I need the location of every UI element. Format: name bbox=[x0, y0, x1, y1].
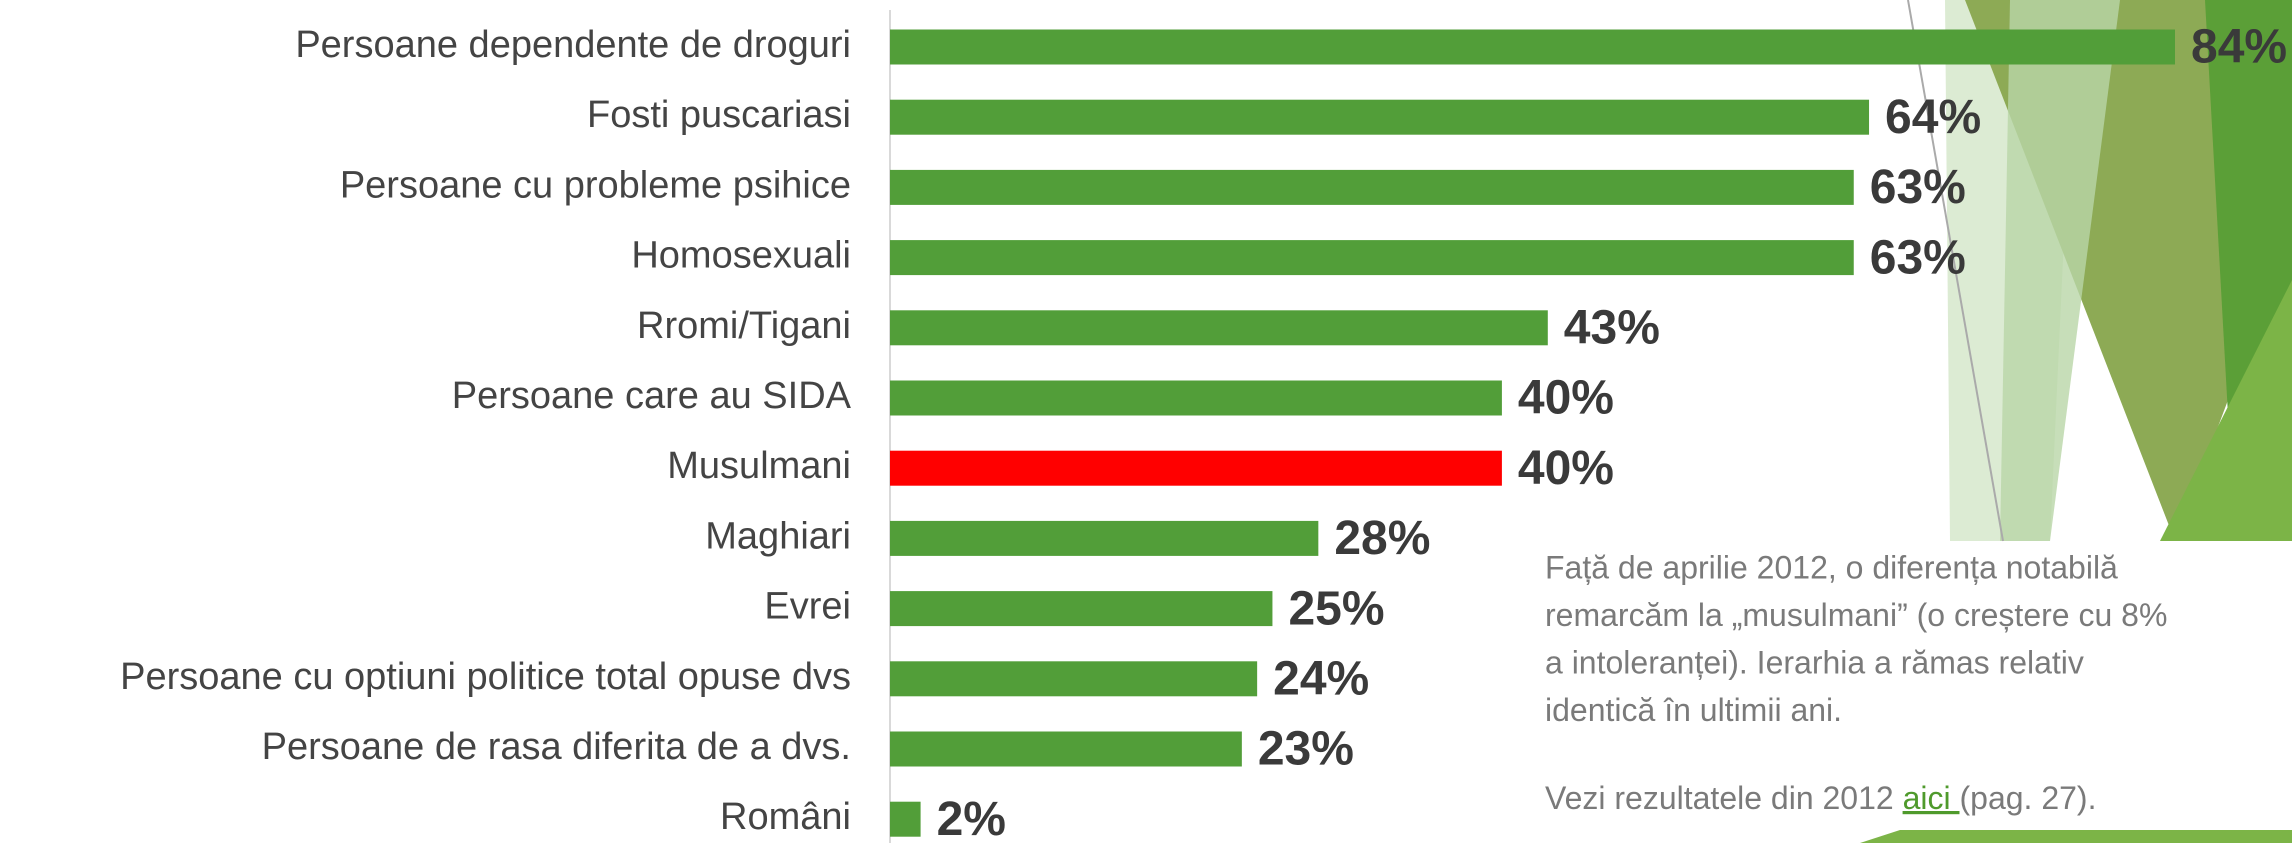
deco-shape bbox=[2000, 0, 2120, 541]
category-label: Maghiari bbox=[705, 515, 851, 557]
note-line: remarcăm la „musulmani” (o creștere cu 8… bbox=[1545, 597, 2167, 633]
value-label: 63% bbox=[1870, 161, 1966, 214]
value-label: 40% bbox=[1518, 442, 1614, 495]
category-label: Persoane care au SIDA bbox=[452, 375, 852, 417]
bar bbox=[890, 661, 1258, 697]
value-label: 63% bbox=[1870, 231, 1966, 284]
value-label: 2% bbox=[937, 793, 1006, 843]
value-label: 23% bbox=[1258, 723, 1354, 776]
category-label: Evrei bbox=[764, 586, 851, 628]
bar bbox=[890, 450, 1502, 486]
note-text: Vezi rezultatele din 2012 bbox=[1545, 780, 1903, 816]
category-label: Români bbox=[720, 796, 851, 838]
bar bbox=[890, 520, 1319, 556]
link[interactable]: aici bbox=[1903, 780, 1960, 816]
category-label: Persoane de rasa diferita de a dvs. bbox=[262, 726, 851, 768]
deco-shape bbox=[2160, 280, 2292, 541]
decoration bbox=[1860, 0, 2292, 843]
deco-line bbox=[1907, 0, 2004, 542]
bar bbox=[890, 29, 2175, 65]
note-line: identică în ultimii ani. bbox=[1545, 692, 1842, 728]
bar bbox=[890, 801, 921, 837]
bar bbox=[890, 310, 1548, 346]
note-line: a intoleranței). Ierarhia a rămas relati… bbox=[1545, 644, 2084, 680]
bar bbox=[890, 591, 1273, 627]
category-label: Rromi/Tigani bbox=[637, 305, 851, 347]
note-text: (pag. 27). bbox=[1959, 780, 2096, 816]
bar bbox=[890, 731, 1242, 767]
note-line: Față de aprilie 2012, o diferența notabi… bbox=[1545, 549, 2118, 585]
bar bbox=[890, 240, 1854, 276]
category-label: Persoane cu optiuni politice total opuse… bbox=[120, 656, 851, 698]
category-label: Musulmani bbox=[667, 445, 851, 487]
category-label: Persoane dependente de droguri bbox=[295, 24, 851, 66]
bar bbox=[890, 380, 1502, 416]
category-label: Fosti puscariasi bbox=[587, 94, 851, 136]
value-label: 40% bbox=[1518, 372, 1614, 425]
bar bbox=[890, 169, 1854, 205]
value-label: 25% bbox=[1288, 582, 1384, 635]
value-label: 43% bbox=[1564, 301, 1660, 354]
value-label: 24% bbox=[1273, 652, 1369, 705]
value-label: 84% bbox=[2191, 21, 2287, 74]
deco-shape bbox=[1860, 830, 2292, 843]
category-label: Homosexuali bbox=[631, 235, 851, 277]
value-label: 64% bbox=[1885, 91, 1981, 144]
link-note: Vezi rezultatele din 2012 aici (pag. 27)… bbox=[1545, 780, 2096, 816]
category-label: Persoane cu probleme psihice bbox=[340, 164, 851, 206]
value-label: 28% bbox=[1334, 512, 1430, 565]
bar bbox=[890, 99, 1870, 135]
